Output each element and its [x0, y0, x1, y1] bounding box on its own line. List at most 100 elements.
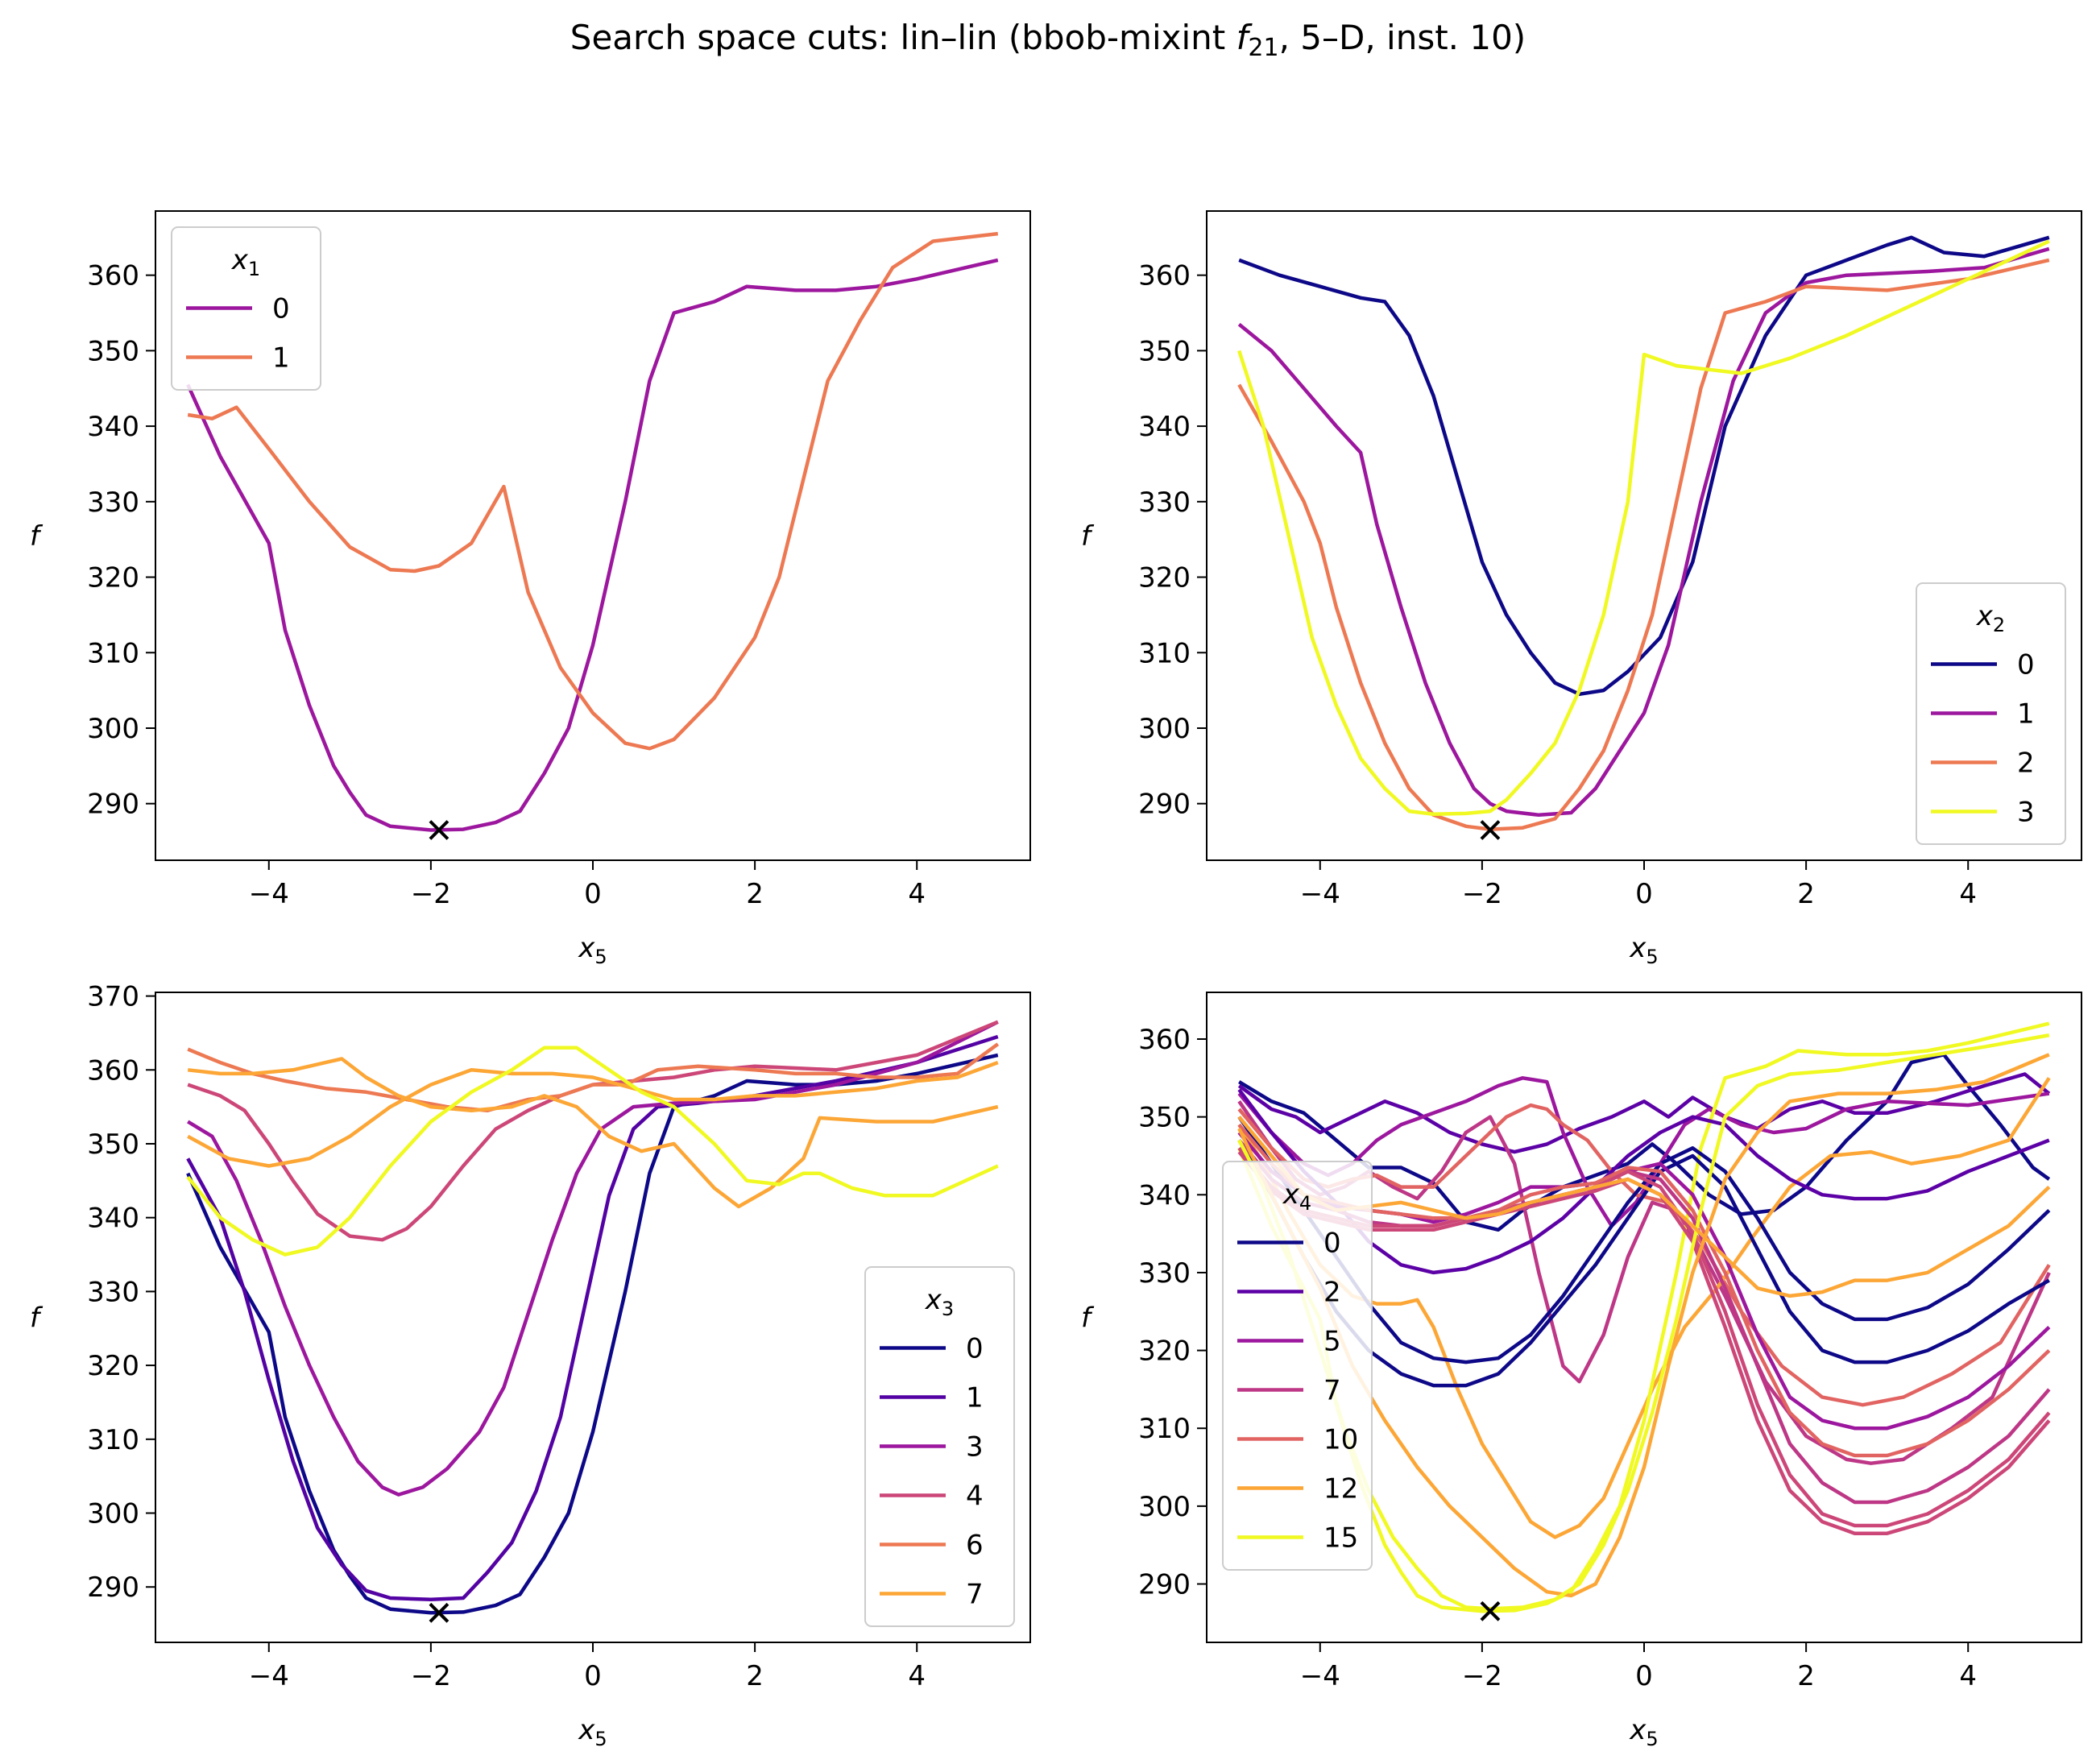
x-tick-label: 0: [1635, 878, 1653, 910]
y-axis-label: f: [30, 520, 43, 553]
x-axis-label: x5: [1629, 932, 1658, 968]
figure-title-function-subscript: 21: [1248, 34, 1279, 62]
legend: x3 0 1 3 4 6 7: [864, 1266, 1015, 1627]
y-tick-label: 350: [87, 1128, 139, 1161]
x-axis-label: x5: [578, 1714, 607, 1750]
y-tick-label: 340: [87, 1203, 139, 1235]
y-tick-label: 290: [87, 1571, 139, 1604]
y-tick-label: 360: [87, 1054, 139, 1087]
series-line-0: [1238, 235, 2050, 697]
legend-title: x4: [1282, 1178, 1311, 1215]
subplot-2: −4 −2 0 2 4 290 300 310 320 330 340 350 360 x5 f x2 0 1 2 3: [1081, 210, 2082, 968]
y-tick-label: 310: [1138, 637, 1191, 669]
legend-entry-label: 6: [966, 1530, 984, 1562]
y-tick-label: 300: [1138, 1491, 1191, 1523]
legend: x2 0 1 2 3: [1916, 582, 2066, 845]
legend-title: x2: [1976, 600, 2005, 636]
y-tick-label: 330: [87, 487, 139, 519]
x-tick-label: −4: [249, 1660, 289, 1692]
y-tick-label: 300: [87, 1498, 139, 1530]
legend-entry-label: 0: [2017, 649, 2035, 681]
series-line-0: [186, 258, 999, 832]
series-line-0: [186, 1053, 999, 1615]
x-tick-label: 2: [746, 1660, 764, 1692]
figure-title-suffix: , 5–D, inst. 10): [1278, 18, 1526, 57]
y-tick-label: 300: [87, 713, 139, 745]
legend: x4 0 2 5 7 10 12 15: [1222, 1161, 1373, 1571]
legend-entry-label: 0: [272, 293, 290, 325]
legend-entry-label: 15: [1323, 1522, 1358, 1555]
y-tick-label: 320: [1138, 562, 1191, 594]
legend-entry-label: 1: [966, 1382, 984, 1414]
x-tick-label: 2: [1797, 1660, 1815, 1692]
x-tick-label: −2: [411, 878, 451, 910]
subplot-1: −4 −2 0 2 4 290 300 310 320 330 340 350 360 x5 f x1 0 1: [30, 210, 1031, 968]
legend-entry-label: 5: [1323, 1326, 1341, 1358]
series-line-6: [187, 1042, 1000, 1112]
y-tick-label: 320: [87, 1350, 139, 1382]
series-line-0: [1238, 1053, 2051, 1232]
legend: x1 0 1: [171, 226, 321, 391]
y-tick-label: 320: [1138, 1335, 1191, 1368]
x-tick-label: 4: [908, 1660, 926, 1692]
y-tick-label: 290: [87, 789, 139, 821]
series-group: [186, 1020, 1000, 1615]
y-tick-label: 340: [1138, 1179, 1191, 1211]
legend-entry-label: 1: [2017, 698, 2035, 731]
y-tick-label: 330: [1138, 487, 1191, 519]
legend-entry-label: 3: [2017, 797, 2035, 829]
x-tick-label: −2: [1462, 878, 1502, 910]
series-group: [186, 231, 999, 832]
series-line-5: [1237, 1076, 2050, 1228]
x-tick-label: 4: [1959, 878, 1977, 910]
y-tick-label: 350: [1138, 335, 1191, 367]
x-tick-label: −4: [1300, 1660, 1340, 1692]
y-tick-label: 290: [1138, 1569, 1191, 1601]
x-tick-label: 0: [1635, 1660, 1653, 1692]
legend-entry-label: 0: [966, 1333, 984, 1365]
y-tick-label: 350: [1138, 1102, 1191, 1134]
figure-title-function: f: [1236, 18, 1249, 57]
legend-entry-label: 2: [2017, 747, 2035, 780]
x-tick-label: 0: [584, 1660, 602, 1692]
y-axis-label: f: [1081, 1302, 1095, 1335]
series-line-1: [187, 231, 999, 751]
y-tick-label: 340: [87, 411, 139, 443]
figure-title-prefix: Search space cuts: lin–lin (bbob-mixint: [570, 18, 1236, 57]
y-axis-label: f: [30, 1302, 43, 1335]
series-line-2: [1237, 1072, 2051, 1154]
y-tick-label: 350: [87, 335, 139, 367]
x-tick-label: −2: [411, 1660, 451, 1692]
subplot-4: −4 −2 0 2 4 290 300 310 320 330 340 350 360 x5 f x4 0 2 5 7…: [1081, 992, 2082, 1750]
y-tick-label: 310: [1138, 1413, 1191, 1445]
y-tick-label: 300: [1138, 713, 1191, 745]
x-tick-label: 2: [1797, 878, 1815, 910]
y-axis-label: f: [1081, 520, 1095, 553]
y-tick-label: 360: [1138, 260, 1191, 292]
figure-title: Search space cuts: lin–lin (bbob-mixint …: [0, 18, 2096, 62]
y-tick-label: 320: [87, 562, 139, 594]
x-tick-label: −2: [1462, 1660, 1502, 1692]
x-tick-label: 4: [908, 878, 926, 910]
legend-entry-label: 0: [1323, 1228, 1341, 1260]
legend-entry-label: 7: [1323, 1375, 1341, 1407]
x-tick-label: 2: [746, 878, 764, 910]
x-axis-label: x5: [1629, 1714, 1658, 1750]
y-tick-label: 310: [87, 1424, 139, 1456]
legend-entry-label: 2: [1323, 1277, 1341, 1309]
y-tick-label: 340: [1138, 411, 1191, 443]
legend-entry-label: 1: [272, 342, 290, 375]
subplot-3: −4 −2 0 2 4 290 300 310 320 330 340 350 360 370 x5 f x3 0…: [30, 981, 1031, 1750]
series-group: [1237, 235, 2050, 831]
y-tick-label: 310: [87, 637, 139, 669]
optimum-marker: [429, 1602, 449, 1623]
series-line-extra-a: [187, 1060, 999, 1168]
legend-entry-label: 7: [966, 1579, 984, 1611]
legend-title: x1: [231, 244, 260, 280]
optimum-marker: [429, 820, 449, 840]
series-line-4: [187, 1020, 999, 1242]
y-tick-label: 330: [1138, 1257, 1191, 1290]
y-tick-label: 290: [1138, 789, 1191, 821]
optimum-marker: [1480, 820, 1501, 840]
